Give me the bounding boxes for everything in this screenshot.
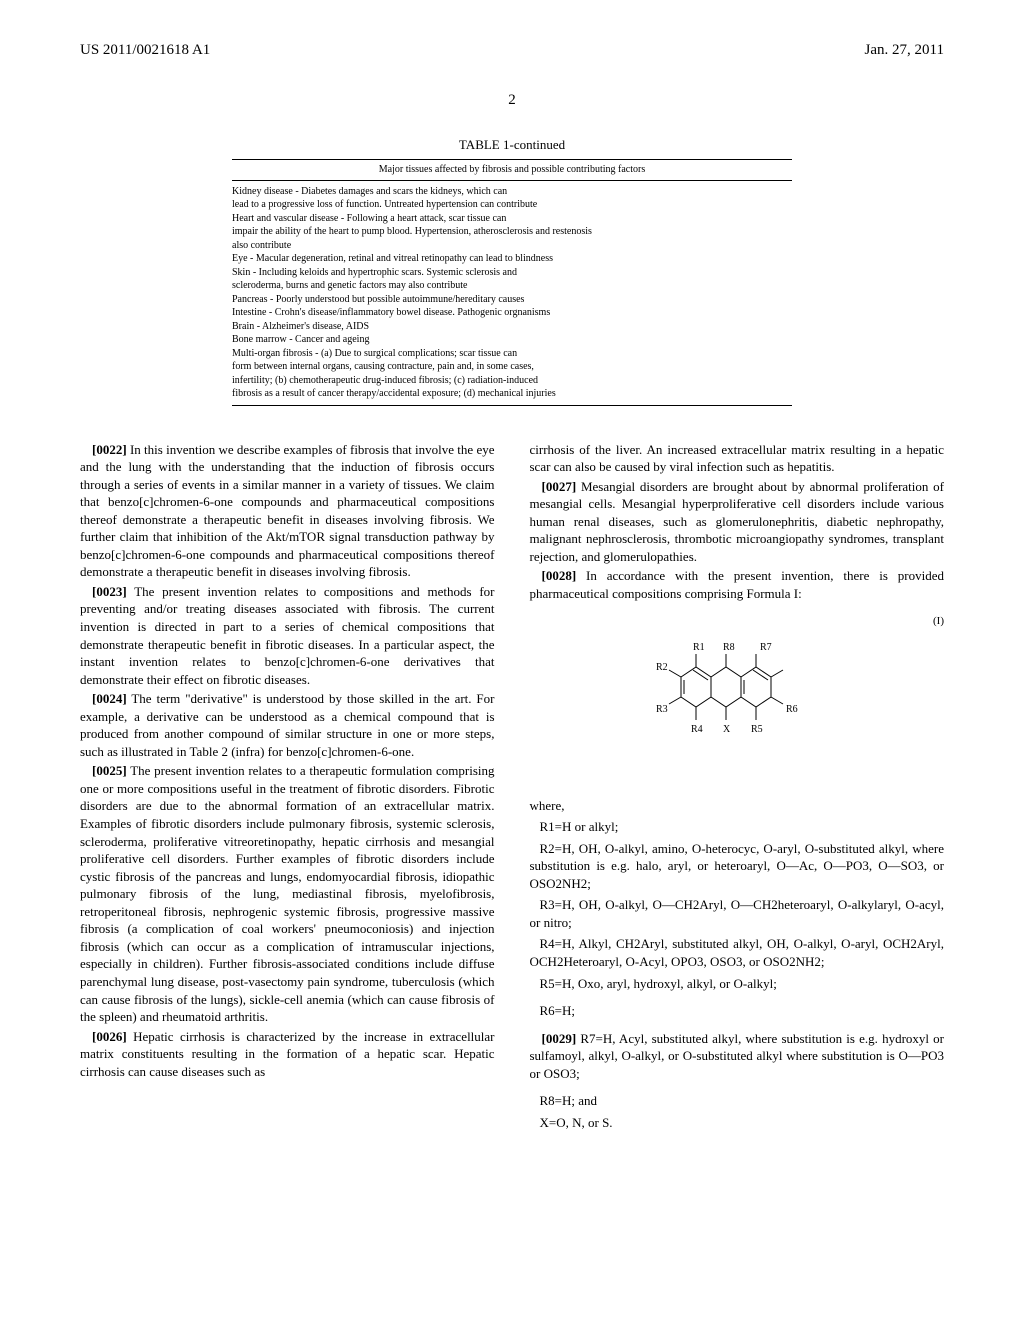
para-text: The present invention relates to composi… <box>80 584 495 687</box>
table-1-continued: TABLE 1-continued Major tissues affected… <box>232 136 792 406</box>
table-row: Intestine - Crohn's disease/inflammatory… <box>232 306 792 320</box>
para-text: The present invention relates to a thera… <box>80 763 495 1024</box>
label-r5: R5 <box>751 724 763 735</box>
table-row: Multi-organ fibrosis - (a) Due to surgic… <box>232 347 792 361</box>
para-number: [0026] <box>92 1029 127 1044</box>
paragraph-0028: [0028] In accordance with the present in… <box>530 567 945 602</box>
left-column: [0022] In this invention we describe exa… <box>80 441 495 1132</box>
patent-number: US 2011/0021618 A1 <box>80 40 210 60</box>
def-r5: R5=H, Oxo, aryl, hydroxyl, alkyl, or O-a… <box>530 975 945 993</box>
para-text: The term "derivative" is understood by t… <box>80 691 495 759</box>
label-r7: R7 <box>760 642 772 653</box>
paragraph-0027: [0027] Mesangial disorders are brought a… <box>530 478 945 566</box>
para-number: [0025] <box>92 763 127 778</box>
para-text: Hepatic cirrhosis is characterized by th… <box>80 1029 495 1079</box>
where-label: where, <box>530 797 945 815</box>
label-r1: R1 <box>693 642 705 653</box>
table-row: form between internal organs, causing co… <box>232 360 792 374</box>
def-r1: R1=H or alkyl; <box>530 818 945 836</box>
patent-date: Jan. 27, 2011 <box>865 40 944 60</box>
table-row: impair the ability of the heart to pump … <box>232 225 792 239</box>
table-row: lead to a progressive loss of function. … <box>232 198 792 212</box>
table-row: Skin - Including keloids and hypertrophi… <box>232 266 792 280</box>
table-row: infertility; (b) chemotherapeutic drug-i… <box>232 374 792 388</box>
def-x: X=O, N, or S. <box>530 1114 945 1132</box>
page-number: 2 <box>80 90 944 110</box>
def-r4: R4=H, Alkyl, CH2Aryl, substituted alkyl,… <box>530 935 945 970</box>
paragraph-0022: [0022] In this invention we describe exa… <box>80 441 495 581</box>
table-row: Kidney disease - Diabetes damages and sc… <box>232 185 792 199</box>
table-row: also contribute <box>232 239 792 253</box>
def-r2: R2=H, OH, O-alkyl, amino, O-heterocyc, O… <box>530 840 945 893</box>
table-title: TABLE 1-continued <box>232 136 792 154</box>
para-number: [0022] <box>92 442 127 457</box>
para-text: In accordance with the present invention… <box>530 568 945 601</box>
table-subtitle: Major tissues affected by fibrosis and p… <box>232 159 792 181</box>
def-r8: R8=H; and <box>530 1092 945 1110</box>
table-row: Pancreas - Poorly understood but possibl… <box>232 293 792 307</box>
continuation-text: cirrhosis of the liver. An increased ext… <box>530 441 945 476</box>
paragraph-0024: [0024] The term "derivative" is understo… <box>80 690 495 760</box>
table-row: Heart and vascular disease - Following a… <box>232 212 792 226</box>
def-r6: R6=H; <box>530 1002 945 1020</box>
table-body: Kidney disease - Diabetes damages and sc… <box>232 185 792 406</box>
para-number: [0028] <box>542 568 577 583</box>
para-number: [0023] <box>92 584 127 599</box>
right-column: cirrhosis of the liver. An increased ext… <box>530 441 945 1132</box>
para-number: [0027] <box>542 479 577 494</box>
para-number: [0029] <box>542 1031 577 1046</box>
label-r3: R3 <box>656 704 668 715</box>
para-text: R7=H, Acyl, substituted alkyl, where sub… <box>530 1031 945 1081</box>
paragraph-0026: [0026] Hepatic cirrhosis is characterize… <box>80 1028 495 1081</box>
page-header: US 2011/0021618 A1 Jan. 27, 2011 <box>80 40 944 60</box>
para-text: In this invention we describe examples o… <box>80 442 495 580</box>
para-number: [0024] <box>92 691 127 706</box>
paragraph-0029: [0029] R7=H, Acyl, substituted alkyl, wh… <box>530 1030 945 1083</box>
table-row: Eye - Macular degeneration, retinal and … <box>232 252 792 266</box>
label-r4: R4 <box>691 724 703 735</box>
label-r6: R6 <box>786 704 798 715</box>
def-r3: R3=H, OH, O-alkyl, O—CH2Aryl, O—CH2heter… <box>530 896 945 931</box>
paragraph-0025: [0025] The present invention relates to … <box>80 762 495 1025</box>
label-r2: R2 <box>656 662 668 673</box>
label-r8: R8 <box>723 642 735 653</box>
table-row: scleroderma, burns and genetic factors m… <box>232 279 792 293</box>
chemical-structure: R8 R7 R1 R2 R3 R4 X R5 R6 <box>530 622 945 776</box>
table-row: Brain - Alzheimer's disease, AIDS <box>232 320 792 334</box>
label-x: X <box>723 724 731 735</box>
table-row: Bone marrow - Cancer and ageing <box>232 333 792 347</box>
paragraph-0023: [0023] The present invention relates to … <box>80 583 495 688</box>
table-row: fibrosis as a result of cancer therapy/a… <box>232 387 792 401</box>
para-text: Mesangial disorders are brought about by… <box>530 479 945 564</box>
formula-label: (I) <box>933 614 944 629</box>
two-column-layout: [0022] In this invention we describe exa… <box>80 441 944 1132</box>
